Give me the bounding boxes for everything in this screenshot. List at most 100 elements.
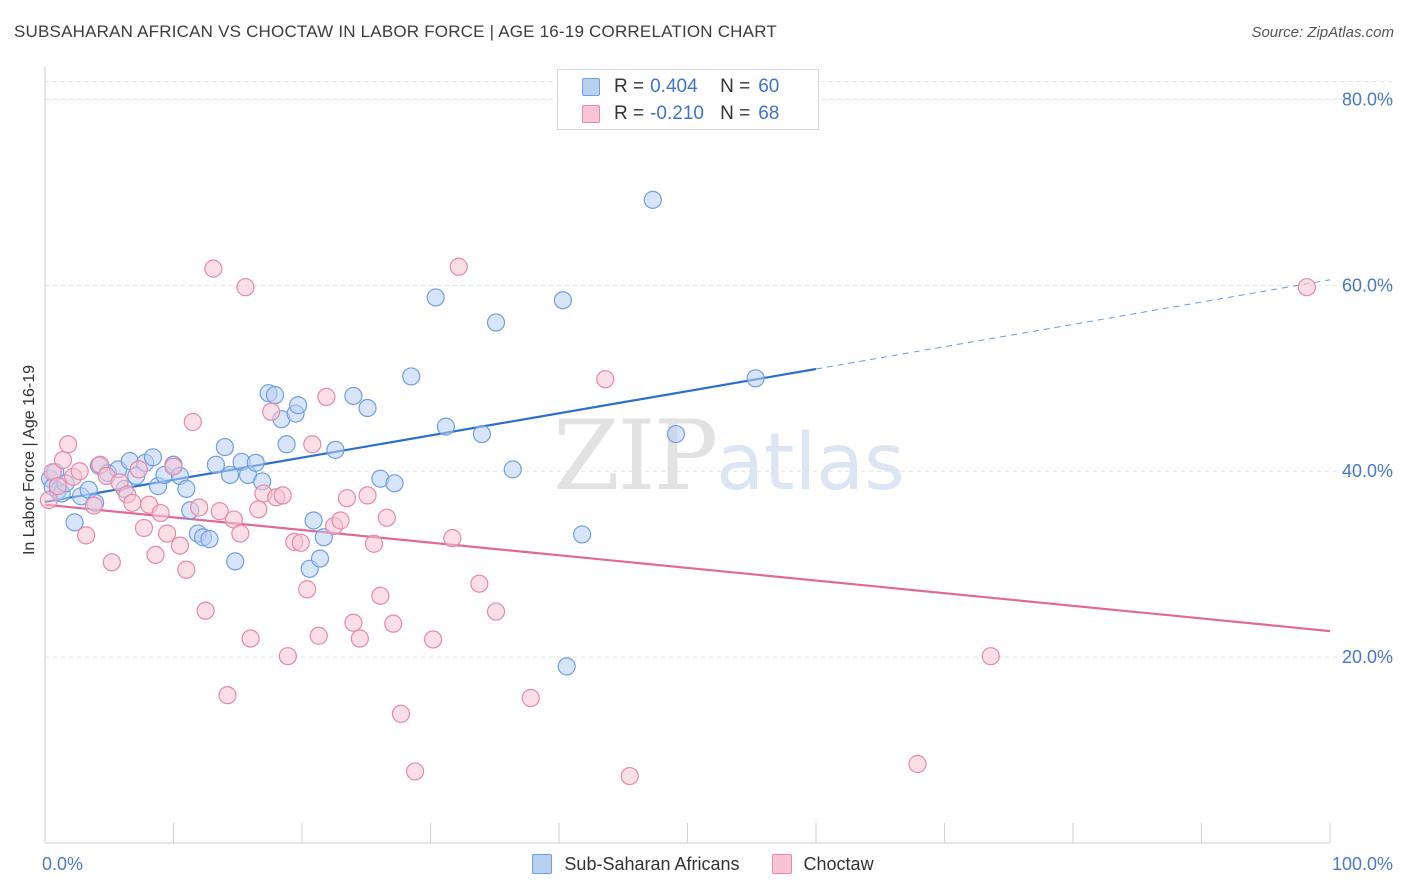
series-sub-saharan-africans <box>41 190 765 676</box>
choctaw-point <box>151 503 170 523</box>
choctaw-point <box>196 601 215 620</box>
sub-saharan-point <box>246 453 265 472</box>
r-label: R = <box>614 76 645 97</box>
choctaw-point <box>123 493 142 512</box>
choctaw-point <box>377 508 396 527</box>
choctaw-point <box>309 626 328 645</box>
choctaw-point <box>53 450 73 470</box>
series-choctaw <box>39 257 1316 786</box>
chart-title: SUBSAHARAN AFRICAN VS CHOCTAW IN LABOR F… <box>14 22 777 41</box>
choctaw-point <box>210 502 229 521</box>
choctaw-point <box>48 477 67 496</box>
series-legend: Sub-Saharan Africans Choctaw <box>0 852 1406 876</box>
choctaw-point <box>443 529 462 548</box>
sub-saharan-point <box>310 549 330 568</box>
sub-saharan-point <box>304 511 323 530</box>
choctaw-point <box>164 457 183 476</box>
choctaw-point <box>423 630 443 649</box>
y-tick-label: 40.0% <box>1342 461 1393 481</box>
tick-labels: 20.0% 40.0% 60.0% 80.0% 0.0% 100.0% <box>42 89 1393 874</box>
sub-saharan-point <box>503 460 522 479</box>
choctaw-point <box>134 518 154 538</box>
x-tick-label: 100.0% <box>1332 854 1393 874</box>
sub-saharan-point <box>344 386 363 406</box>
sub-saharan-point <box>436 417 456 436</box>
sub-saharan-point <box>666 424 686 444</box>
sub-saharan-point <box>226 552 245 571</box>
sub-saharan-point <box>402 367 421 386</box>
choctaw-point <box>273 486 292 505</box>
sub-saharan-point <box>289 396 308 415</box>
sub-saharan-point <box>206 455 226 474</box>
n-label: N = <box>720 76 751 97</box>
choctaw-point <box>59 435 78 454</box>
stats-row-sub-saharan: R = 0.404 N = 60 <box>582 76 779 98</box>
legend-label: Choctaw <box>803 853 874 874</box>
blue-swatch <box>582 78 600 96</box>
sub-saharan-point <box>314 528 333 547</box>
legend-item-sub-saharan[interactable]: Sub-Saharan Africans <box>532 853 740 875</box>
sub-saharan-point <box>65 513 84 532</box>
choctaw-point <box>249 500 268 519</box>
sub-saharan-point <box>265 385 285 405</box>
choctaw-point <box>291 533 310 552</box>
r-label: R = <box>614 103 645 124</box>
blue-swatch <box>532 854 553 874</box>
y-tick-label: 60.0% <box>1342 275 1393 295</box>
n-value: 60 <box>758 76 780 97</box>
choctaw-point <box>84 496 103 515</box>
choctaw-point <box>170 536 190 555</box>
choctaw-point <box>278 647 297 666</box>
choctaw-point <box>384 614 403 633</box>
choctaw-point <box>146 545 165 564</box>
choctaw-point <box>331 511 350 530</box>
stats-row-choctaw: R = -0.210 N = 68 <box>582 103 779 125</box>
choctaw-point <box>218 686 237 705</box>
choctaw-point <box>190 498 209 517</box>
choctaw-point <box>981 647 1000 666</box>
choctaw-point <box>303 435 322 454</box>
choctaw-point <box>350 629 369 648</box>
choctaw-point <box>39 490 58 510</box>
choctaw-point <box>241 629 260 648</box>
sub-saharan-point <box>143 448 163 467</box>
watermark-atlas: atlas <box>716 418 905 508</box>
sub-saharan-point <box>220 465 240 485</box>
choctaw-point <box>364 534 384 553</box>
trendline-sub-saharan-extension <box>815 279 1331 370</box>
choctaw-point <box>337 489 357 508</box>
sub-saharan-point <box>177 479 196 498</box>
choctaw-point <box>157 524 177 543</box>
choctaw-point <box>1297 278 1316 297</box>
sub-saharan-point <box>553 291 572 310</box>
sub-saharan-point <box>277 435 296 454</box>
choctaw-point <box>70 462 89 481</box>
sub-saharan-point <box>486 313 506 332</box>
x-tick-label: 0.0% <box>42 854 83 874</box>
r-value: 0.404 <box>650 76 698 97</box>
choctaw-point <box>204 259 223 278</box>
choctaw-point <box>344 613 363 632</box>
choctaw-point <box>908 754 927 774</box>
choctaw-point <box>521 688 540 708</box>
legend-label: Sub-Saharan Africans <box>564 853 740 874</box>
choctaw-point <box>183 412 202 432</box>
choctaw-point <box>262 402 281 421</box>
y-tick-label: 20.0% <box>1342 647 1393 667</box>
y-tick-label: 80.0% <box>1342 89 1393 109</box>
n-value: 68 <box>758 103 780 124</box>
legend-item-choctaw[interactable]: Choctaw <box>771 853 874 875</box>
pink-swatch <box>771 854 792 874</box>
r-value: -0.210 <box>650 103 704 124</box>
trendline-choctaw <box>44 503 1331 633</box>
choctaw-point <box>449 257 468 276</box>
sub-saharan-point <box>385 474 404 493</box>
sub-saharan-point <box>573 525 592 544</box>
sub-saharan-point <box>326 440 345 459</box>
choctaw-point <box>405 762 425 781</box>
sub-saharan-point <box>426 288 445 307</box>
sub-saharan-point <box>200 529 219 549</box>
sub-saharan-point <box>557 657 576 676</box>
choctaw-point <box>391 704 411 723</box>
